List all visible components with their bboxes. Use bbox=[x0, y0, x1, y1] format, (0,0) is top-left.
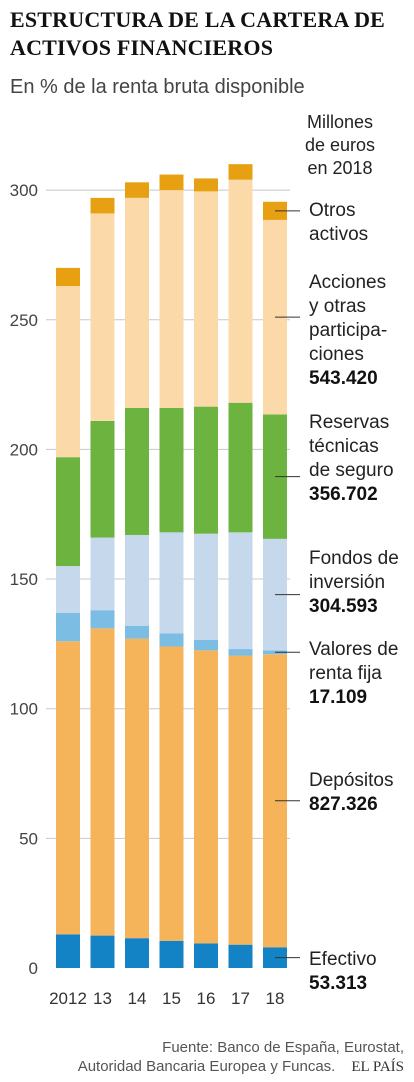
x-tick-label: 14 bbox=[128, 989, 147, 1008]
bar-segment bbox=[159, 646, 184, 941]
bar-segment bbox=[159, 940, 184, 968]
y-tick-label: 150 bbox=[10, 570, 38, 589]
legend-label: técnicas bbox=[309, 436, 379, 457]
bar-segment bbox=[159, 532, 184, 634]
bar-segment bbox=[56, 641, 80, 935]
legend-label: renta fija bbox=[309, 663, 382, 684]
bar-segment bbox=[194, 178, 218, 192]
bar-segment bbox=[90, 420, 115, 538]
bar-segment bbox=[90, 213, 115, 421]
y-tick-label: 300 bbox=[10, 181, 38, 200]
bar-segment bbox=[228, 164, 253, 180]
legend-value: 17.109 bbox=[309, 687, 367, 708]
y-tick-label: 200 bbox=[10, 440, 38, 459]
legend-label: ciones bbox=[309, 344, 364, 365]
bar-segment bbox=[90, 537, 115, 611]
legend-label: Efectivo bbox=[309, 949, 377, 970]
bar-segment bbox=[228, 649, 253, 656]
legend-label: Fondos de bbox=[309, 548, 399, 569]
legend-label: Valores de bbox=[309, 639, 398, 660]
bar-segment bbox=[159, 174, 184, 191]
bar-segment bbox=[125, 625, 149, 639]
bar-segment bbox=[228, 944, 253, 968]
bar-segment bbox=[194, 533, 218, 640]
bar-segment bbox=[194, 191, 218, 407]
bar-segment bbox=[90, 197, 115, 214]
bar-segment bbox=[90, 628, 115, 936]
x-tick-label: 15 bbox=[162, 989, 181, 1008]
legend-label: Reservas bbox=[309, 412, 389, 433]
bar-segment bbox=[194, 650, 218, 944]
source-line-1: Fuente: Banco de España, Eurostat, bbox=[162, 1039, 404, 1056]
legend-value: 304.593 bbox=[309, 596, 378, 617]
legend-label: participa- bbox=[309, 320, 387, 341]
bar-segment bbox=[125, 182, 149, 198]
x-tick-label: 16 bbox=[197, 989, 216, 1008]
legend-label: Depósitos bbox=[309, 770, 394, 791]
amount-header-line: en 2018 bbox=[307, 158, 372, 178]
bar-segment bbox=[125, 938, 149, 968]
legend-value: 543.420 bbox=[309, 368, 378, 389]
bar-segment bbox=[56, 267, 80, 287]
bar-segment bbox=[159, 190, 184, 408]
bar-segment bbox=[194, 639, 218, 651]
y-tick-label: 100 bbox=[10, 700, 38, 719]
legend-label: Acciones bbox=[309, 272, 386, 293]
legend-label: inversión bbox=[309, 572, 385, 593]
amount-header-line: de euros bbox=[305, 135, 375, 155]
brand-logo: EL PAÍS bbox=[351, 1059, 404, 1075]
x-tick-label: 17 bbox=[231, 989, 250, 1008]
legend-label: de seguro bbox=[309, 460, 394, 481]
legend-label: activos bbox=[309, 224, 368, 245]
bar-segment bbox=[228, 655, 253, 945]
source-note: Fuente: Banco de España, Eurostat, Autor… bbox=[4, 1038, 404, 1077]
x-tick-label: 18 bbox=[266, 989, 285, 1008]
bar-segment bbox=[56, 566, 80, 613]
amount-header-line: Millones bbox=[307, 112, 373, 132]
bar-segment bbox=[125, 197, 149, 408]
legend-value: 827.326 bbox=[309, 794, 378, 815]
bar-segment bbox=[228, 402, 253, 533]
bar-segment bbox=[56, 286, 80, 458]
chart-subtitle: En % de la renta bruta disponible bbox=[10, 76, 305, 98]
legend-label: y otras bbox=[309, 296, 366, 317]
bar-segment bbox=[125, 534, 149, 626]
y-tick-label: 50 bbox=[19, 829, 38, 848]
bar-segment bbox=[228, 532, 253, 650]
bar-segment bbox=[90, 935, 115, 968]
bar-segment bbox=[125, 638, 149, 939]
bar-segment bbox=[125, 407, 149, 535]
bar-segment bbox=[159, 633, 184, 647]
x-tick-label: 2012 bbox=[49, 989, 87, 1008]
bar-segment bbox=[56, 934, 80, 968]
legend-value: 53.313 bbox=[309, 973, 367, 994]
y-tick-label: 0 bbox=[29, 959, 38, 978]
bar-segment bbox=[194, 406, 218, 534]
bar-segment bbox=[159, 407, 184, 533]
bar-segment bbox=[194, 943, 218, 968]
y-tick-label: 250 bbox=[10, 311, 38, 330]
chart-title: ESTRUCTURA DE LA CARTERA DE ACTIVOS FINA… bbox=[10, 7, 386, 60]
bar-segment bbox=[90, 610, 115, 629]
source-line-2: Autoridad Bancaria Europea y Funcas. bbox=[77, 1058, 336, 1075]
bar-segment bbox=[56, 457, 80, 567]
legend-value: 356.702 bbox=[309, 484, 378, 505]
x-tick-label: 13 bbox=[93, 989, 112, 1008]
legend-label: Otros bbox=[309, 200, 355, 221]
bar-segment bbox=[228, 179, 253, 403]
bar-segment bbox=[56, 612, 80, 642]
